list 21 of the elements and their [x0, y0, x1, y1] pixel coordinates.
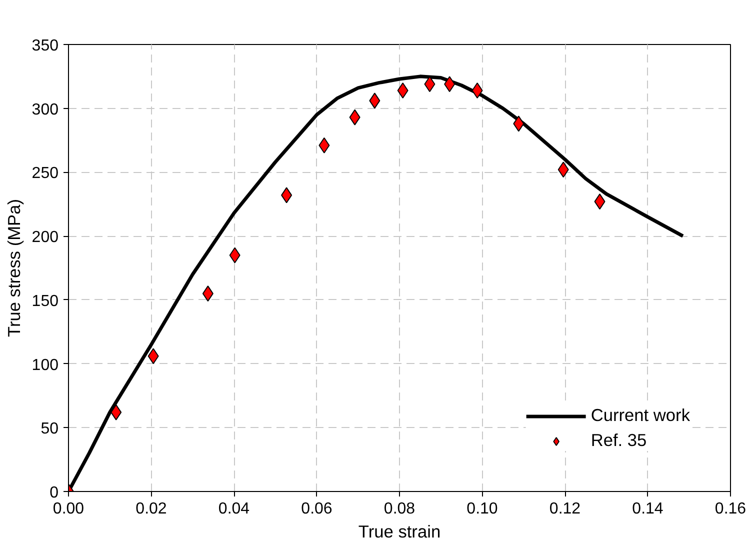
- x-axis-title: True strain: [358, 522, 441, 542]
- y-tick-label: 300: [32, 101, 59, 118]
- y-axis-title: True stress (MPa): [4, 199, 24, 337]
- y-tick-label: 150: [32, 292, 59, 310]
- legend-label: Current work: [590, 405, 690, 426]
- x-tick-label: 0.00: [52, 500, 84, 518]
- y-tick-label: 50: [40, 420, 59, 438]
- x-tick-label: 0.08: [384, 500, 416, 518]
- x-tick-label: 0.10: [466, 500, 498, 518]
- y-tick-label: 100: [32, 356, 59, 374]
- x-tick-label: 0.14: [632, 500, 664, 518]
- y-tick-label: 350: [32, 38, 59, 54]
- x-tick-label: 0.02: [136, 500, 167, 518]
- x-tick-label: 0.12: [549, 500, 581, 518]
- y-tick-label: 250: [32, 165, 59, 182]
- y-tick-label: 0: [50, 484, 59, 502]
- legend-label: Ref. 35: [590, 430, 647, 451]
- x-tick-label: 0.04: [218, 500, 250, 518]
- x-tick-label: 0.06: [301, 500, 332, 518]
- y-tick-label: 200: [32, 229, 59, 246]
- x-tick-label: 0.16: [714, 500, 746, 518]
